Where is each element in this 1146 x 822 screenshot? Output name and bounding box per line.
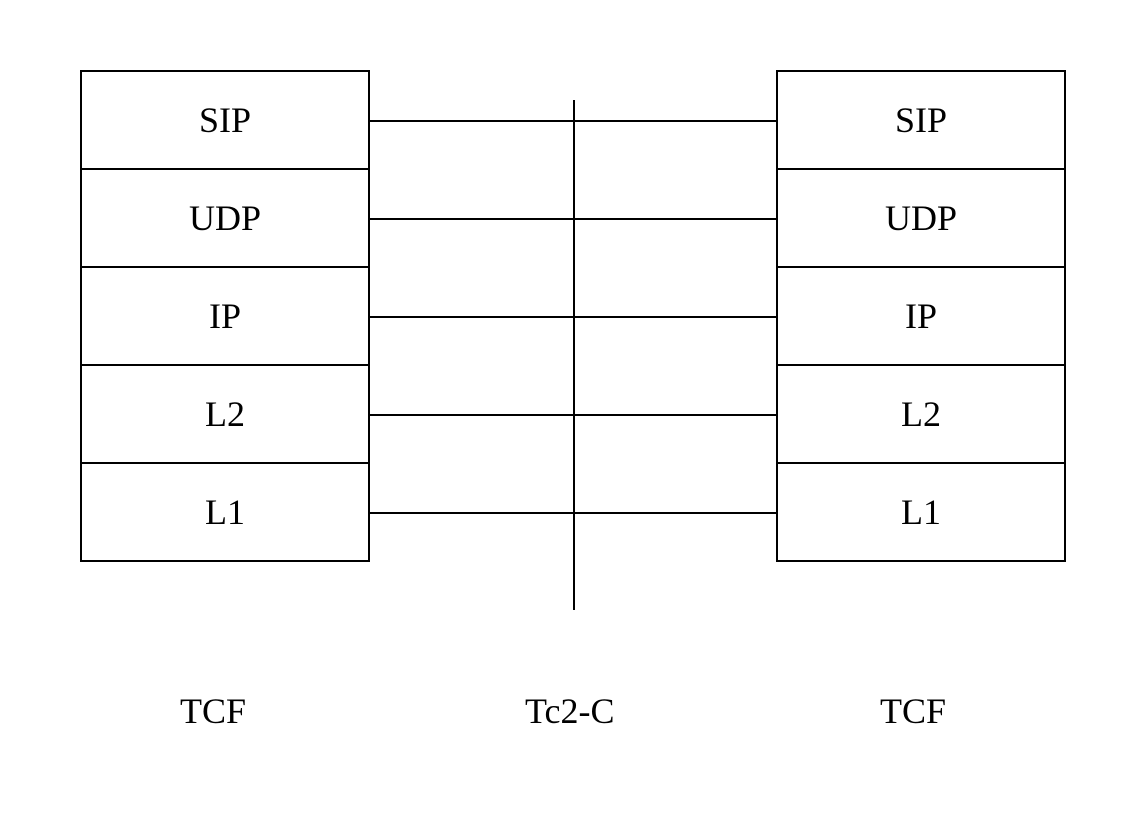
right-layer-sip: SIP — [776, 70, 1066, 170]
interface-label: Tc2-C — [525, 690, 614, 732]
protocol-stack-diagram: SIP UDP IP L2 L1 SIP UDP IP L2 L1 TCF Tc… — [80, 70, 1066, 770]
left-layer-udp: UDP — [80, 168, 370, 268]
interface-divider — [573, 100, 575, 610]
left-layer-l2: L2 — [80, 364, 370, 464]
right-layer-l1: L1 — [776, 462, 1066, 562]
left-layer-l1: L1 — [80, 462, 370, 562]
right-protocol-stack: SIP UDP IP L2 L1 — [776, 70, 1066, 562]
left-layer-ip: IP — [80, 266, 370, 366]
left-layer-sip: SIP — [80, 70, 370, 170]
left-protocol-stack: SIP UDP IP L2 L1 — [80, 70, 370, 562]
right-layer-udp: UDP — [776, 168, 1066, 268]
right-layer-l2: L2 — [776, 364, 1066, 464]
left-stack-label: TCF — [180, 690, 246, 732]
right-layer-ip: IP — [776, 266, 1066, 366]
right-stack-label: TCF — [880, 690, 946, 732]
